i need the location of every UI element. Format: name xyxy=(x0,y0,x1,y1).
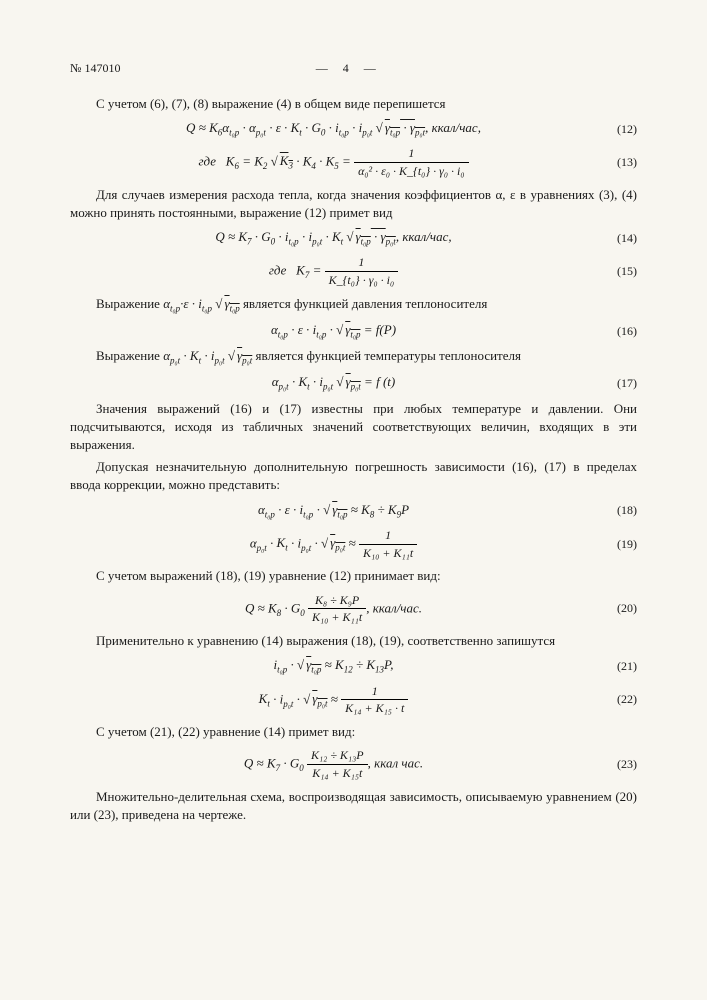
eq19-formula: αp₀t · Kt · ip₀t · √γp₀t ≈ 1K₁₀ + K₁₁t xyxy=(70,527,597,562)
para-5: Значения выражений (16) и (17) известны … xyxy=(70,400,637,455)
eq21-formula: it₀p · √γt₀p ≈ K12 ÷ K13P, xyxy=(70,656,597,676)
eq22-num: (22) xyxy=(597,691,637,708)
equation-19: αp₀t · Kt · ip₀t · √γp₀t ≈ 1K₁₀ + K₁₁t (… xyxy=(70,527,637,562)
eq12-formula: Q ≈ K6αt₀p · αp₀t · ε · Kt · G0 · it₀p ·… xyxy=(70,119,597,139)
para-10: Множительно-делительная схема, воспроизв… xyxy=(70,788,637,824)
eq15-formula: где K7 = 1K_{t₀} · γ₀ · i₀ xyxy=(70,254,597,289)
eq14-formula: Q ≈ K7 · G0 · it₀p · ip₀t · Kt √γt₀p · γ… xyxy=(70,228,597,248)
equation-23: Q ≈ K7 · G0 K₁₂ ÷ K₁₃PK₁₄ + K₁₅t, ккал ч… xyxy=(70,747,637,782)
eq16-num: (16) xyxy=(597,323,637,340)
para-1: С учетом (6), (7), (8) выражение (4) в о… xyxy=(70,95,637,113)
eq14-num: (14) xyxy=(597,230,637,247)
equation-15: где K7 = 1K_{t₀} · γ₀ · i₀ (15) xyxy=(70,254,637,289)
eq22-formula: Kt · ip₀t · √γp₀t ≈ 1K₁₄ + K₁₅ · t xyxy=(70,683,597,718)
para-2: Для случаев измерения расхода тепла, ког… xyxy=(70,186,637,222)
eq18-num: (18) xyxy=(597,502,637,519)
eq13-formula: где K6 = K2 √K3 · K4 · K5 = 1α₀² · ε₀ · … xyxy=(70,145,597,180)
equation-20: Q ≈ K8 · G0 K₈ ÷ K₉PK₁₀ + K₁₁t, ккал/час… xyxy=(70,592,637,627)
eq18-formula: αt₀p · ε · it₀p · √γt₀p ≈ K8 ÷ K9P xyxy=(70,501,597,521)
doc-number: № 147010 xyxy=(70,60,120,77)
eq15-num: (15) xyxy=(597,263,637,280)
para-9: С учетом (21), (22) уравнение (14) приме… xyxy=(70,723,637,741)
equation-13: где K6 = K2 √K3 · K4 · K5 = 1α₀² · ε₀ · … xyxy=(70,145,637,180)
eq16-formula: αt₀p · ε · it₀p · √γt₀p = f(P) xyxy=(70,321,597,341)
eq17-formula: αp₀t · Kt · ip₀t √γp₀t = f (t) xyxy=(70,373,597,393)
eq20-formula: Q ≈ K8 · G0 K₈ ÷ K₉PK₁₀ + K₁₁t, ккал/час… xyxy=(70,592,597,627)
para-7: С учетом выражений (18), (19) уравнение … xyxy=(70,567,637,585)
equation-22: Kt · ip₀t · √γp₀t ≈ 1K₁₄ + K₁₅ · t (22) xyxy=(70,683,637,718)
para-4: Выражение αp₀t · Kt · ip₀t √γp₀t являетс… xyxy=(70,347,637,367)
eq17-num: (17) xyxy=(597,375,637,392)
equation-14: Q ≈ K7 · G0 · it₀p · ip₀t · Kt √γt₀p · γ… xyxy=(70,228,637,248)
page-header: № 147010 — 4 — xyxy=(70,60,637,77)
eq19-num: (19) xyxy=(597,536,637,553)
eq23-num: (23) xyxy=(597,756,637,773)
eq12-num: (12) xyxy=(597,121,637,138)
para-3: Выражение αt₀p·ε · it₀p √γt₀p является ф… xyxy=(70,295,637,315)
equation-18: αt₀p · ε · it₀p · √γt₀p ≈ K8 ÷ K9P (18) xyxy=(70,501,637,521)
eq23-formula: Q ≈ K7 · G0 K₁₂ ÷ K₁₃PK₁₄ + K₁₅t, ккал ч… xyxy=(70,747,597,782)
eq20-num: (20) xyxy=(597,600,637,617)
equation-12: Q ≈ K6αt₀p · αp₀t · ε · Kt · G0 · it₀p ·… xyxy=(70,119,637,139)
equation-21: it₀p · √γt₀p ≈ K12 ÷ K13P, (21) xyxy=(70,656,637,676)
eq13-num: (13) xyxy=(597,154,637,171)
equation-17: αp₀t · Kt · ip₀t √γp₀t = f (t) (17) xyxy=(70,373,637,393)
para-8: Применительно к уравнению (14) выражения… xyxy=(70,632,637,650)
eq21-num: (21) xyxy=(597,658,637,675)
page-number: — 4 — xyxy=(316,60,382,77)
equation-16: αt₀p · ε · it₀p · √γt₀p = f(P) (16) xyxy=(70,321,637,341)
para-6: Допуская незначительную дополнительную п… xyxy=(70,458,637,494)
